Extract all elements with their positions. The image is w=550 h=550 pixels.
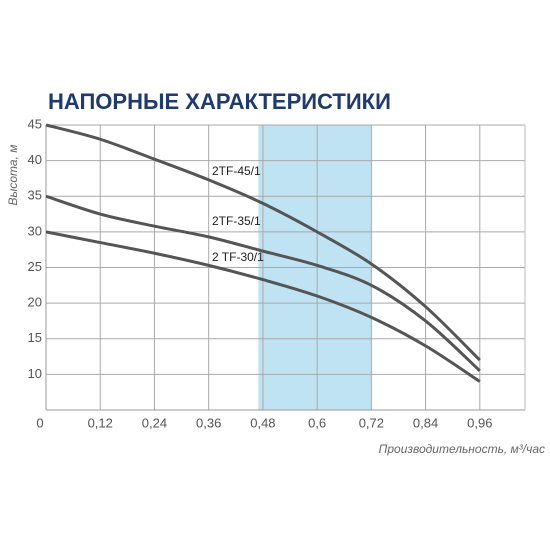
chart-title: НАПОРНЫЕ ХАРАКТЕРИСТИКИ (48, 89, 391, 114)
y-tick-label: 10 (28, 366, 42, 381)
series-label: 2 TF-30/1 (212, 250, 264, 264)
curve (45, 123, 481, 362)
y-tick-label: 15 (28, 330, 42, 345)
y-tick-label: 20 (28, 295, 42, 310)
y-tick-label: 40 (28, 152, 42, 167)
x-tick-label: 0,12 (88, 415, 113, 430)
y-tick-label: 30 (28, 223, 42, 238)
y-tick-label: 25 (28, 259, 42, 274)
x-tick-label: 0,48 (250, 415, 275, 430)
x-tick-label: 0,96 (467, 415, 492, 430)
y-axis-label: Высота, м (6, 145, 20, 206)
y-tick-label: 45 (28, 116, 42, 131)
y-tick-label: 35 (28, 188, 42, 203)
x-tick-label: 0 (36, 415, 43, 430)
series-label: 2TF-35/1 (212, 214, 261, 228)
x-axis-label: Производительность, м³/час (379, 442, 545, 456)
curve (45, 194, 481, 372)
x-tick-label: 0,36 (196, 415, 221, 430)
x-tick-label: 0,6 (308, 415, 326, 430)
x-tick-label: 0,84 (413, 415, 438, 430)
series-label: 2TF-45/1 (212, 164, 261, 178)
x-tick-label: 0,72 (359, 415, 384, 430)
x-tick-label: 0,24 (142, 415, 167, 430)
curve (45, 230, 481, 383)
